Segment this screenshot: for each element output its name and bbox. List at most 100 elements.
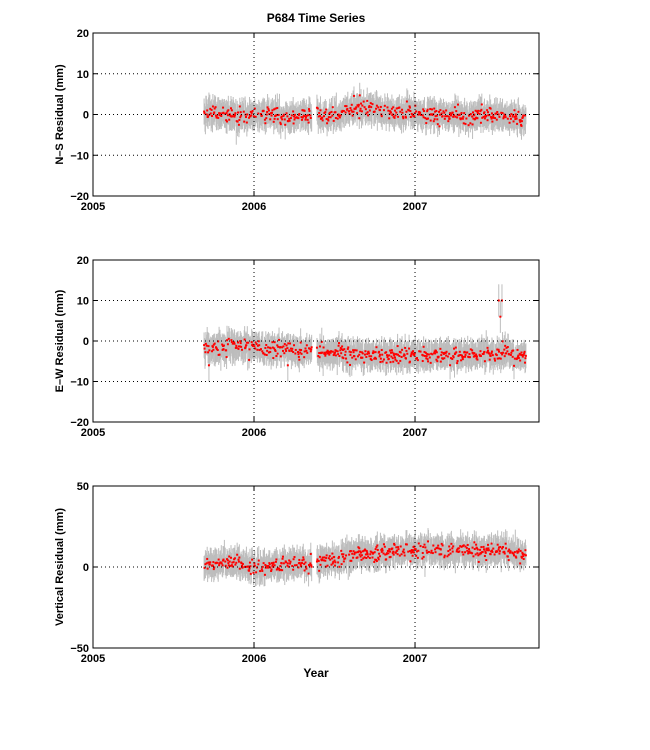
- data-point: [444, 352, 447, 355]
- data-point: [257, 563, 260, 566]
- data-point: [259, 112, 262, 115]
- data-point: [426, 551, 429, 554]
- data-point: [524, 357, 527, 360]
- data-point: [293, 118, 296, 121]
- data-point: [207, 115, 210, 118]
- data-point: [479, 350, 482, 353]
- data-point: [426, 353, 429, 356]
- data-point: [218, 564, 221, 567]
- data-point: [345, 105, 348, 108]
- data-point: [375, 560, 378, 563]
- data-point: [382, 358, 385, 361]
- data-point: [214, 106, 217, 109]
- data-point: [392, 553, 395, 556]
- data-point: [316, 558, 319, 561]
- data-point: [430, 551, 433, 554]
- data-point: [476, 552, 479, 555]
- data-point: [303, 350, 306, 353]
- data-point: [226, 120, 229, 123]
- data-point: [512, 349, 515, 352]
- data-point: [496, 357, 499, 360]
- data-point: [300, 352, 303, 355]
- data-point: [309, 114, 312, 117]
- data-point: [473, 541, 476, 544]
- data-point: [369, 102, 372, 105]
- data-point: [208, 349, 211, 352]
- data-point: [378, 350, 381, 353]
- data-point: [417, 549, 420, 552]
- data-point: [440, 553, 443, 556]
- data-point: [238, 345, 241, 348]
- data-point: [494, 359, 497, 362]
- data-point: [287, 120, 290, 123]
- data-point: [487, 549, 490, 552]
- data-point: [462, 355, 465, 358]
- data-point: [432, 544, 435, 547]
- data-point: [316, 107, 319, 110]
- data-point: [363, 549, 366, 552]
- data-point: [266, 110, 269, 113]
- data-point: [486, 543, 489, 546]
- data-point: [380, 349, 383, 352]
- data-point: [428, 356, 431, 359]
- data-point: [443, 117, 446, 120]
- data-point: [325, 557, 328, 560]
- data-point: [310, 346, 313, 349]
- data-point: [422, 555, 425, 558]
- data-point: [307, 121, 310, 124]
- data-point: [215, 114, 218, 117]
- data-point: [461, 358, 464, 361]
- data-point: [417, 542, 420, 545]
- data-point: [385, 558, 388, 561]
- data-point: [442, 352, 445, 355]
- data-point: [237, 558, 240, 561]
- data-point: [483, 548, 486, 551]
- data-point: [453, 106, 456, 109]
- data-point: [304, 115, 307, 118]
- data-point: [524, 361, 527, 364]
- data-point: [285, 112, 288, 115]
- data-point: [456, 362, 459, 365]
- data-point: [216, 561, 219, 564]
- data-point: [329, 116, 332, 119]
- data-point: [331, 350, 334, 353]
- data-point: [348, 110, 351, 113]
- data-point: [288, 117, 291, 120]
- data-point: [205, 344, 208, 347]
- data-point: [486, 346, 489, 349]
- data-point: [399, 351, 402, 354]
- data-point: [307, 572, 310, 575]
- data-point: [241, 564, 244, 567]
- data-point: [404, 357, 407, 360]
- data-point: [218, 114, 221, 117]
- data-point: [431, 108, 434, 111]
- data-point: [491, 550, 494, 553]
- data-point: [506, 117, 509, 120]
- data-point: [271, 564, 274, 567]
- x-tick-label: 2005: [81, 427, 105, 439]
- data-point: [330, 350, 333, 353]
- data-point: [318, 356, 321, 359]
- data-point: [438, 553, 441, 556]
- data-point: [392, 106, 395, 109]
- data-point: [522, 555, 525, 558]
- data-point: [342, 110, 345, 113]
- data-point: [403, 354, 406, 357]
- data-point: [305, 344, 308, 347]
- data-point: [370, 551, 373, 554]
- data-point: [262, 109, 265, 112]
- data-point: [486, 119, 489, 122]
- data-point: [229, 556, 232, 559]
- data-point: [337, 344, 340, 347]
- data-point: [251, 109, 254, 112]
- data-point: [280, 562, 283, 565]
- x-tick-label: 2005: [81, 201, 105, 213]
- data-point: [279, 568, 282, 571]
- data-point: [421, 114, 424, 117]
- data-point: [292, 568, 295, 571]
- data-point: [337, 555, 340, 558]
- data-point: [279, 565, 282, 568]
- data-point: [398, 554, 401, 557]
- data-point: [245, 341, 248, 344]
- data-point: [405, 110, 408, 113]
